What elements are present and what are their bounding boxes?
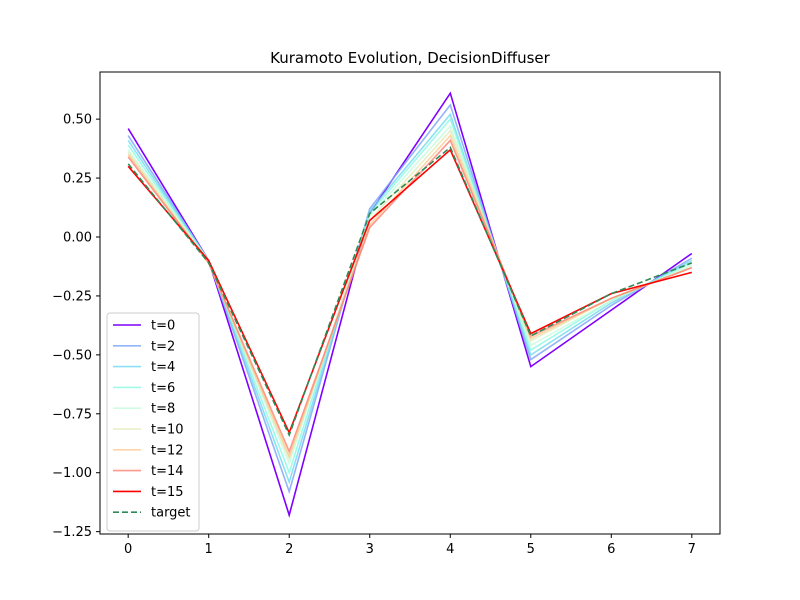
y-tick-label: −1.00 [52, 466, 92, 481]
x-axis: 0 1 2 3 4 5 6 7 [124, 534, 696, 557]
y-tick-label: −0.25 [52, 289, 92, 304]
x-tick-label: 7 [688, 542, 696, 557]
x-tick-label: 6 [607, 542, 615, 557]
x-tick-label: 1 [205, 542, 213, 557]
legend-label: t=2 [151, 339, 175, 354]
series-line-t=0 [127, 91, 693, 518]
x-tick-label: 3 [366, 542, 374, 557]
legend-label: t=8 [151, 402, 175, 417]
y-tick-label: 0.25 [63, 172, 92, 187]
legend-label: t=0 [151, 319, 175, 334]
legend-box [106, 312, 200, 532]
axes-frame [99, 71, 721, 535]
legend-label: t=14 [151, 464, 184, 479]
y-tick-label: −1.25 [52, 525, 92, 540]
series-line-t=15 [127, 148, 693, 435]
series-line-t=14 [127, 138, 693, 454]
legend-label: t=4 [151, 360, 175, 375]
legend-label: t=6 [151, 381, 175, 396]
x-tick-label: 2 [285, 542, 293, 557]
legend-label: t=15 [151, 485, 184, 500]
legend-label: target [151, 506, 191, 521]
x-tick-label: 5 [527, 542, 535, 557]
y-tick-label: −0.75 [52, 407, 92, 422]
y-tick-label: −0.50 [52, 348, 92, 363]
series-line-t=4 [127, 112, 693, 485]
y-axis: 0.50 0.25 0.00 −0.25 −0.50 −0.75 −1.00 −1.25 [52, 113, 100, 540]
chart-title: Kuramoto Evolution, DecisionDiffuser [270, 49, 551, 67]
legend: t=0 t=2 t=4 t=6 t=8 t=10 t=12 t=14 t=15 target [106, 312, 200, 532]
y-tick-label: 0.00 [63, 231, 92, 246]
y-tick-label: 0.50 [63, 113, 92, 128]
series-line-target [127, 146, 693, 438]
x-tick-label: 0 [124, 542, 132, 557]
x-tick-label: 4 [446, 542, 454, 557]
legend-label: t=12 [151, 443, 184, 458]
plot-area [127, 91, 693, 518]
legend-label: t=10 [151, 423, 184, 438]
